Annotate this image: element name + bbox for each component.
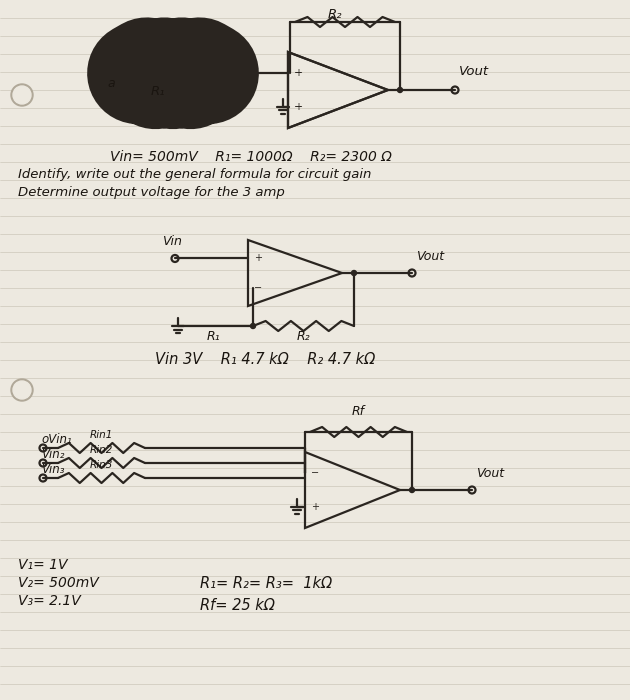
Text: Vin₂: Vin₂ [41,448,64,461]
Text: −: − [254,283,262,293]
Text: Vout: Vout [476,467,504,480]
Text: Rin2: Rin2 [89,445,113,455]
Text: +: + [294,69,302,78]
Text: Identify, write out the general formula for circuit gain: Identify, write out the general formula … [18,168,371,181]
Circle shape [398,88,403,92]
Circle shape [11,84,33,106]
Text: Vout: Vout [416,250,444,263]
Text: Vin= 500mV    R₁= 1000Ω    R₂= 2300 Ω: Vin= 500mV R₁= 1000Ω R₂= 2300 Ω [110,150,392,164]
Text: oVin₁: oVin₁ [41,433,72,446]
Text: −: − [294,102,302,112]
Circle shape [251,323,256,328]
Circle shape [352,270,357,276]
Text: +: + [294,102,302,112]
Text: R₂: R₂ [328,8,342,21]
Text: a: a [107,77,115,90]
Text: Determine output voltage for the 3 amp: Determine output voltage for the 3 amp [18,186,285,199]
Text: −: − [294,69,302,78]
Text: Rf= 25 kΩ: Rf= 25 kΩ [200,598,275,613]
Text: +: + [311,502,319,512]
Text: Vin: Vin [162,235,182,248]
Text: Vin₃: Vin₃ [41,463,64,476]
Text: −: − [311,468,319,478]
Text: Rin1: Rin1 [89,430,113,440]
Text: Vin 3V    R₁ 4.7 kΩ    R₂ 4.7 kΩ: Vin 3V R₁ 4.7 kΩ R₂ 4.7 kΩ [155,352,375,367]
Text: R₁: R₁ [151,85,165,98]
Circle shape [13,381,31,399]
Text: Rin3: Rin3 [89,460,113,470]
Text: +: + [254,253,262,263]
Circle shape [13,86,31,104]
Text: V₃= 2.1V: V₃= 2.1V [18,594,81,608]
Text: Rf: Rf [352,405,365,418]
Text: R₂: R₂ [296,330,310,343]
Text: Vout: Vout [459,65,489,78]
Text: R₁= R₂= R₃=  1kΩ: R₁= R₂= R₃= 1kΩ [200,576,332,591]
Text: R₁: R₁ [206,330,220,343]
Text: V₁= 1V: V₁= 1V [18,558,67,572]
Text: V₂= 500mV: V₂= 500mV [18,576,99,590]
Circle shape [410,487,415,493]
Circle shape [11,379,33,401]
